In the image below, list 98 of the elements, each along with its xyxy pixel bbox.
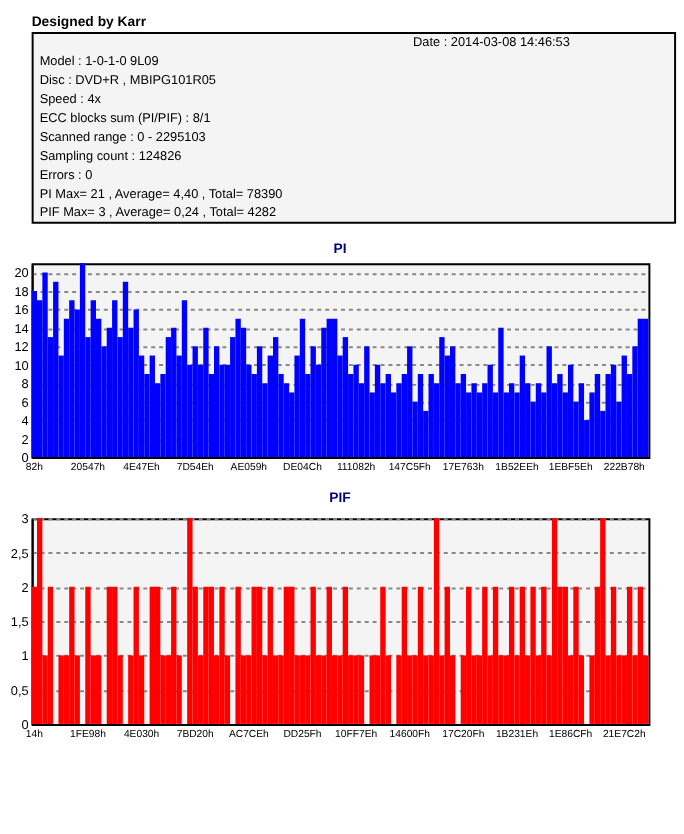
bar xyxy=(374,364,381,458)
bar xyxy=(578,383,585,458)
bar xyxy=(203,327,209,458)
bar xyxy=(508,586,515,724)
bar xyxy=(321,327,327,458)
bar xyxy=(187,518,193,724)
bar xyxy=(358,655,365,724)
bar xyxy=(342,586,349,724)
bar xyxy=(192,346,198,458)
bar xyxy=(385,374,391,458)
bar xyxy=(149,586,155,724)
bar xyxy=(69,300,75,458)
bar xyxy=(428,374,434,458)
bar xyxy=(133,309,139,458)
bar xyxy=(567,364,574,458)
bar xyxy=(240,327,247,458)
bar xyxy=(256,586,263,724)
bar xyxy=(299,318,306,458)
bar xyxy=(85,586,91,724)
bar xyxy=(541,586,547,724)
bar xyxy=(251,586,257,724)
bar xyxy=(299,655,306,724)
bar xyxy=(551,518,558,724)
bar xyxy=(256,346,263,458)
bar xyxy=(79,263,86,458)
bar xyxy=(573,586,579,724)
bar xyxy=(310,346,316,458)
bar xyxy=(272,337,279,458)
bar xyxy=(546,346,552,458)
bar xyxy=(353,655,359,724)
bar xyxy=(133,586,139,724)
bar xyxy=(235,318,241,458)
bar xyxy=(36,518,43,724)
bar xyxy=(600,518,606,724)
bar xyxy=(492,586,499,724)
bar xyxy=(149,355,155,458)
bar xyxy=(417,586,424,724)
bar xyxy=(213,346,220,458)
bar xyxy=(471,383,477,458)
bar xyxy=(106,586,113,724)
bar xyxy=(610,364,617,458)
bar xyxy=(621,355,627,458)
bar xyxy=(535,383,542,458)
bar xyxy=(626,586,633,724)
bar xyxy=(112,586,118,724)
bar xyxy=(460,374,467,458)
bar xyxy=(171,586,177,724)
bar xyxy=(90,300,96,458)
bar xyxy=(637,586,644,724)
bar xyxy=(122,281,129,458)
bar xyxy=(53,281,59,458)
bar xyxy=(498,327,504,458)
bar xyxy=(530,586,536,724)
bar xyxy=(380,586,386,724)
bar xyxy=(208,586,214,724)
bar xyxy=(342,337,349,458)
bar xyxy=(562,586,568,724)
bar xyxy=(637,318,644,458)
bar xyxy=(326,318,332,458)
bar xyxy=(289,586,295,724)
bar xyxy=(519,586,526,724)
bar xyxy=(643,318,649,458)
bar xyxy=(482,586,488,724)
bar xyxy=(95,655,102,724)
bar xyxy=(47,586,54,724)
bar xyxy=(449,346,456,458)
bar xyxy=(433,518,440,724)
bar xyxy=(219,586,225,724)
bar xyxy=(69,586,75,724)
bar xyxy=(439,337,445,458)
bar xyxy=(466,586,472,724)
bar xyxy=(154,586,161,724)
bar xyxy=(364,346,370,458)
bar xyxy=(31,290,37,458)
bar xyxy=(557,374,563,458)
bar xyxy=(42,272,48,458)
bar xyxy=(594,374,601,458)
bar xyxy=(508,383,515,458)
bar xyxy=(444,586,450,724)
bar xyxy=(181,300,188,458)
bar xyxy=(353,364,359,458)
bar xyxy=(235,586,241,724)
bar xyxy=(58,655,64,724)
bar xyxy=(407,346,413,458)
bar xyxy=(417,374,424,458)
bar xyxy=(267,586,273,724)
bar xyxy=(283,586,290,724)
bar xyxy=(369,655,375,724)
bar xyxy=(171,327,177,458)
bar xyxy=(401,586,408,724)
bar xyxy=(326,586,332,724)
bar xyxy=(487,364,493,458)
bar xyxy=(519,355,526,458)
bar xyxy=(610,586,617,724)
bar xyxy=(310,586,316,724)
bar xyxy=(203,586,209,724)
bar xyxy=(112,300,118,458)
bar xyxy=(331,318,338,458)
